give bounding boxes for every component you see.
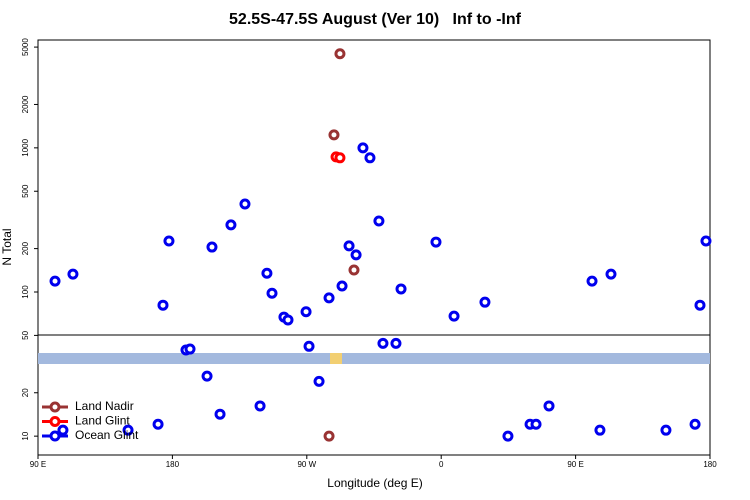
- point: [201, 370, 213, 382]
- point: [660, 424, 672, 436]
- y-axis-label: N Total: [0, 228, 14, 265]
- x-tick-label: 90 W: [297, 460, 316, 469]
- x-tick-label: 0: [439, 460, 444, 469]
- point: [57, 424, 69, 436]
- point: [303, 340, 315, 352]
- point: [122, 424, 134, 436]
- point: [448, 310, 460, 322]
- y-tick-label: 1000: [21, 138, 30, 156]
- point: [300, 306, 312, 318]
- point: [334, 48, 346, 60]
- y-tick-label: 100: [21, 285, 30, 299]
- legend-label: Ocean Glint: [75, 428, 139, 442]
- point: [163, 235, 175, 247]
- y-tick-label: 10: [21, 431, 30, 440]
- point: [282, 314, 294, 326]
- y-tick-label: 20: [21, 388, 30, 397]
- point: [313, 375, 325, 387]
- point: [594, 424, 606, 436]
- legend-marker: [49, 430, 61, 442]
- point: [49, 275, 61, 287]
- y-tick-label: 2000: [21, 95, 30, 113]
- point: [350, 249, 362, 261]
- point: [479, 296, 491, 308]
- point: [323, 430, 335, 442]
- x-tick-label: 90 E: [567, 460, 583, 469]
- point: [605, 268, 617, 280]
- point: [377, 337, 389, 349]
- point: [390, 337, 402, 349]
- y-tick-label: 5000: [21, 38, 30, 56]
- point: [395, 283, 407, 295]
- point: [543, 400, 555, 412]
- y-tick-label: 50: [21, 330, 30, 339]
- point: [225, 219, 237, 231]
- point: [502, 430, 514, 442]
- point: [343, 240, 355, 252]
- point: [373, 215, 385, 227]
- point: [67, 268, 79, 280]
- y-tick-label: 500: [21, 184, 30, 198]
- chart-title: 52.5S-47.5S August (Ver 10) Inf to -Inf: [229, 11, 522, 28]
- point: [214, 408, 226, 420]
- x-tick-label: 180: [703, 460, 717, 469]
- legend-label: Land Nadir: [75, 399, 134, 413]
- y-tick-label: 200: [21, 241, 30, 255]
- point: [254, 400, 266, 412]
- point: [266, 287, 278, 299]
- point: [700, 235, 712, 247]
- point: [689, 418, 701, 430]
- point: [184, 343, 196, 355]
- point: [157, 299, 169, 311]
- point: [328, 129, 340, 141]
- point: [336, 280, 348, 292]
- legend-marker: [49, 416, 61, 427]
- point: [430, 236, 442, 248]
- point: [357, 142, 369, 154]
- point: [348, 264, 360, 276]
- legend-label: Land Glint: [75, 414, 130, 428]
- point: [239, 198, 251, 210]
- point: [152, 418, 164, 430]
- point: [206, 241, 218, 253]
- legend-marker: [49, 401, 61, 413]
- point: [586, 275, 598, 287]
- point: [694, 299, 706, 311]
- point: [323, 292, 335, 304]
- point: [364, 152, 376, 164]
- plot-frame: [37, 39, 711, 456]
- land-strip: [330, 353, 342, 364]
- x-tick-label: 180: [166, 460, 180, 469]
- point: [261, 267, 273, 279]
- x-tick-label: 90 E: [30, 460, 46, 469]
- point: [530, 418, 542, 430]
- x-axis-label: Longitude (deg E): [327, 476, 422, 490]
- map-strip: [38, 353, 710, 364]
- point: [334, 152, 346, 164]
